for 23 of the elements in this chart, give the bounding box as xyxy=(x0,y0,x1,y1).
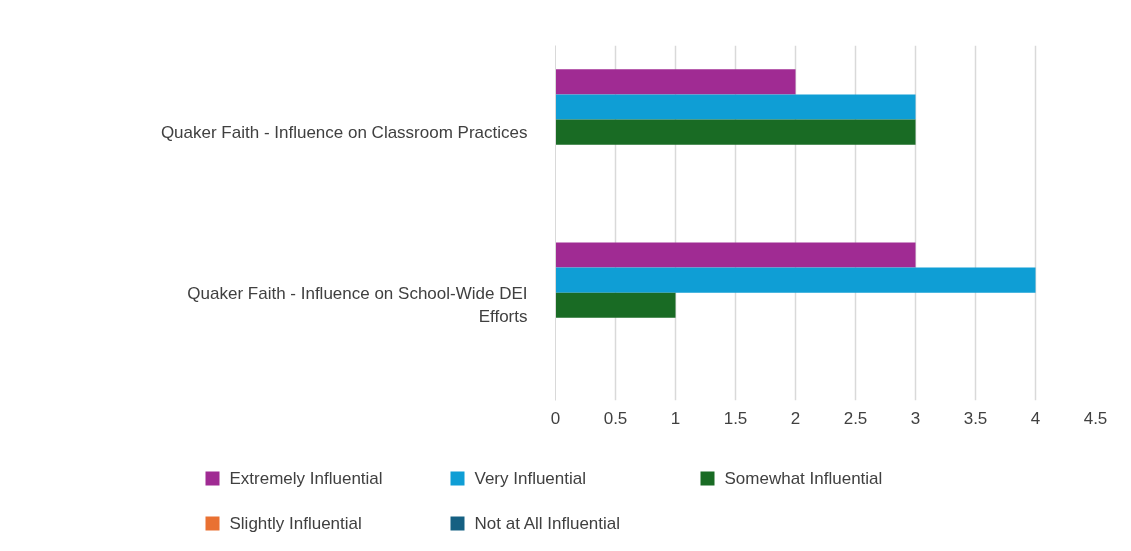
legend-label: Slightly Influential xyxy=(229,514,362,533)
x-tick-label: 0.5 xyxy=(603,408,628,428)
x-tick-label: 1 xyxy=(670,408,681,428)
x-tick-label: 3.5 xyxy=(963,408,988,428)
bar xyxy=(555,119,916,145)
x-tick-label: 2.5 xyxy=(843,408,868,428)
legend-label: Somewhat Influential xyxy=(724,469,883,488)
y-tick-label: Quaker Faith - Influence on Classroom Practices xyxy=(160,122,528,142)
legend-label: Extremely Influential xyxy=(229,469,383,488)
legend-label: Not at All Influential xyxy=(474,514,621,533)
x-tick-label: 4.5 xyxy=(1083,408,1108,428)
x-tick-label: 2 xyxy=(790,408,801,428)
legend-label: Very Influential xyxy=(474,469,587,488)
x-tick-label: 1.5 xyxy=(723,408,748,428)
x-tick-label: 3 xyxy=(910,408,921,428)
bar xyxy=(555,69,796,95)
bar xyxy=(555,94,916,120)
x-tick-label: 0 xyxy=(550,408,561,428)
bar xyxy=(555,267,1036,293)
x-tick-label: 4 xyxy=(1030,408,1041,428)
y-tick-label: Quaker Faith - Influence on School-Wide DEI Efforts xyxy=(187,284,528,327)
bar xyxy=(555,292,676,318)
bar xyxy=(555,242,916,268)
